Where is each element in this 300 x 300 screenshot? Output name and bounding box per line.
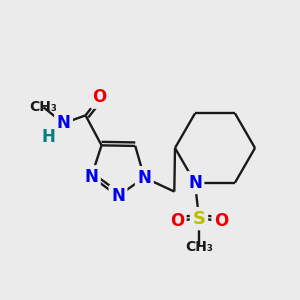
Text: N: N <box>84 168 98 186</box>
Text: N: N <box>111 187 125 205</box>
Text: O: O <box>214 212 228 230</box>
Text: N: N <box>137 169 151 187</box>
Text: N: N <box>188 174 202 192</box>
Text: CH₃: CH₃ <box>185 240 213 254</box>
Text: N: N <box>57 114 70 132</box>
Text: S: S <box>193 210 206 228</box>
Text: CH₃: CH₃ <box>30 100 58 114</box>
Text: H: H <box>42 128 56 146</box>
Text: O: O <box>92 88 107 106</box>
Text: O: O <box>170 212 184 230</box>
